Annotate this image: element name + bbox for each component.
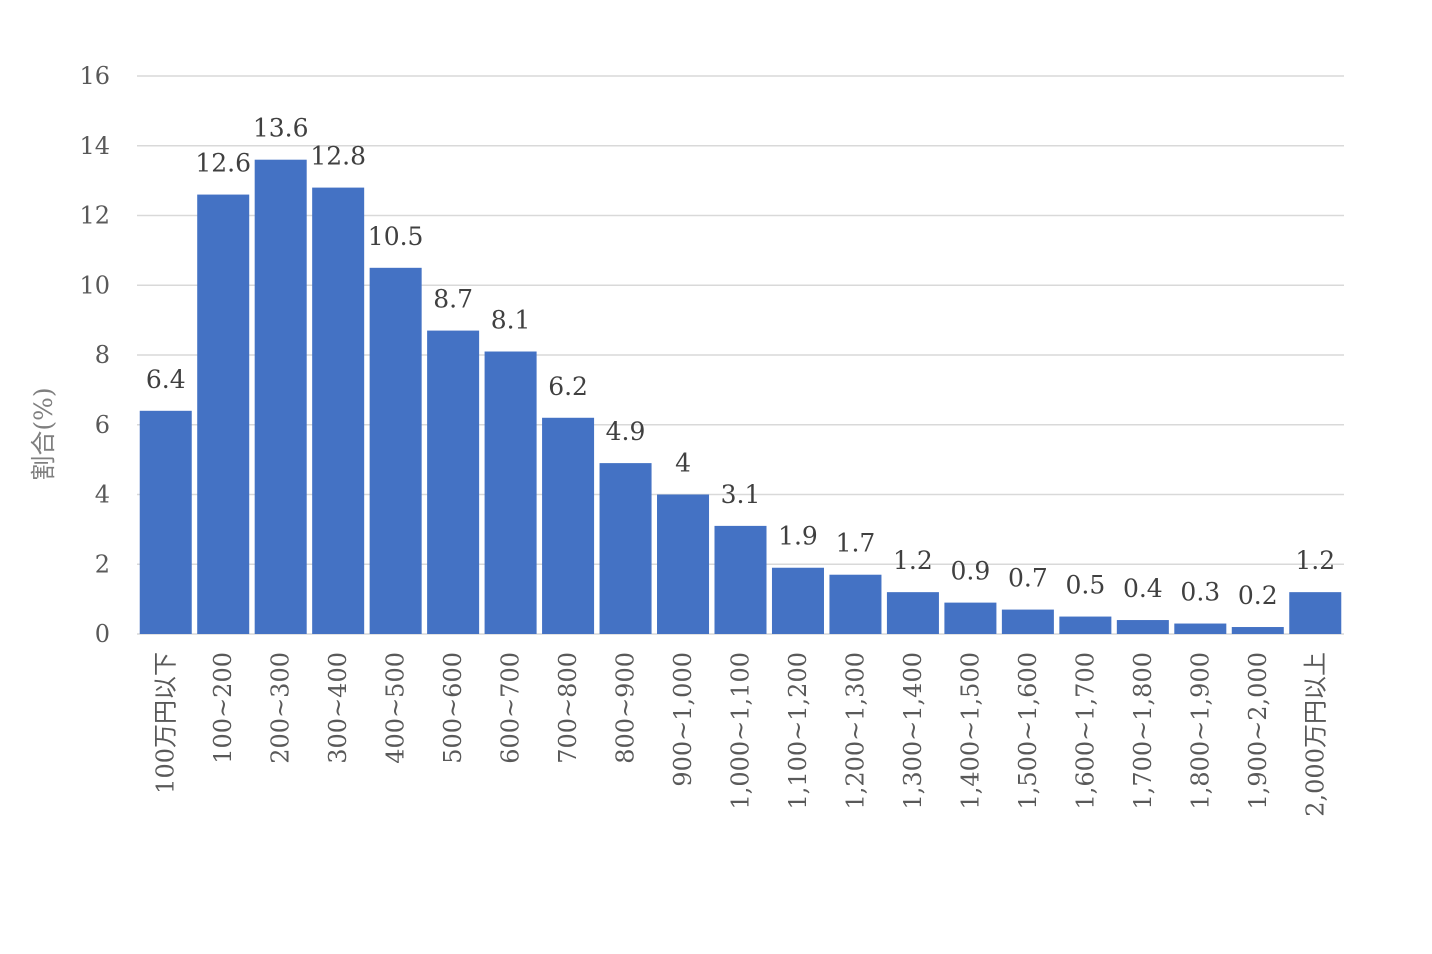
x-tick-label: 1,100~1,200	[784, 652, 812, 810]
bar	[427, 330, 480, 634]
x-tick-label: 1,300~1,400	[899, 652, 927, 810]
data-label: 0.7	[1008, 564, 1048, 593]
data-label: 13.6	[253, 114, 309, 143]
x-tick-label: 1,600~1,700	[1071, 652, 1099, 810]
bar	[829, 574, 882, 634]
x-tick-label: 800~900	[612, 652, 640, 764]
x-tick-label: 400~500	[382, 652, 410, 764]
bar	[1116, 620, 1169, 634]
x-tick-label: 1,000~1,100	[727, 652, 755, 810]
data-label: 1.7	[836, 529, 876, 558]
y-axis-label: 割合(%)	[29, 387, 58, 480]
data-label: 8.1	[491, 306, 531, 335]
data-label: 0.9	[951, 557, 991, 586]
data-label: 4.9	[606, 417, 646, 446]
x-tick-label: 100万円以下	[152, 652, 180, 794]
bar	[1059, 616, 1112, 634]
data-label: 8.7	[433, 285, 473, 314]
bar	[599, 463, 652, 634]
data-label: 0.4	[1123, 574, 1163, 603]
x-tick-label: 1,900~2,000	[1244, 652, 1272, 810]
x-tick-label: 900~1,000	[669, 652, 697, 787]
y-tick-label: 12	[79, 202, 110, 230]
x-tick-label: 1,500~1,600	[1014, 652, 1042, 810]
data-label: 12.8	[310, 142, 366, 171]
bar	[369, 267, 422, 634]
bar	[542, 417, 595, 634]
data-label: 0.2	[1238, 581, 1278, 610]
y-tick-label: 14	[79, 132, 110, 160]
data-label: 3.1	[721, 480, 761, 509]
x-tick-label: 1,800~1,900	[1186, 652, 1214, 810]
bar	[139, 410, 192, 634]
bar	[312, 187, 365, 634]
bar	[484, 351, 537, 634]
x-tick-label: 1,400~1,500	[956, 652, 984, 810]
data-label: 0.3	[1180, 578, 1220, 607]
data-label: 12.6	[195, 149, 251, 178]
data-label: 6.4	[146, 365, 186, 394]
y-tick-label: 4	[95, 481, 110, 509]
bar	[1001, 609, 1054, 634]
bar	[714, 525, 767, 634]
y-tick-label: 6	[95, 411, 110, 439]
x-tick-label: 1,200~1,300	[841, 652, 869, 810]
x-axis-ticks: 100万円以下 100~200 200~300 300~400 400~500 500~6…	[152, 652, 1330, 817]
data-label: 1.9	[778, 522, 818, 551]
bar	[944, 602, 997, 634]
bar	[771, 567, 824, 634]
data-labels: 6.4 12.613.612.8 10.5 8.7 8.1 6.2 4.9 4 3.1 1.9 1.…	[146, 114, 1335, 610]
data-label: 0.5	[1065, 571, 1105, 600]
data-label: 6.2	[548, 372, 588, 401]
bar	[1289, 592, 1342, 634]
data-label: 1.2	[1295, 546, 1335, 575]
bar	[1174, 623, 1227, 634]
y-tick-label: 2	[95, 550, 110, 578]
x-tick-label: 2,000万円以上	[1301, 652, 1329, 817]
x-tick-label: 100~200	[209, 652, 237, 764]
bar	[657, 494, 710, 634]
y-tick-label: 16	[79, 62, 110, 90]
x-tick-label: 1,700~1,800	[1129, 652, 1157, 810]
bar	[1231, 627, 1284, 634]
y-tick-label: 10	[79, 271, 110, 299]
data-label: 10.5	[368, 222, 424, 251]
x-tick-label: 200~300	[267, 652, 295, 764]
bar	[886, 592, 939, 634]
y-tick-label: 0	[95, 620, 110, 648]
y-axis-ticks: 0 2 4 6 8 10 12 14 16	[79, 62, 110, 648]
data-label: 4	[675, 449, 691, 478]
x-tick-label: 300~400	[324, 652, 352, 764]
bar	[197, 194, 250, 634]
data-label: 1.2	[893, 546, 933, 575]
x-tick-label: 700~800	[554, 652, 582, 764]
bars	[139, 159, 1342, 634]
bar	[254, 159, 307, 634]
y-tick-label: 8	[95, 341, 110, 369]
x-tick-label: 600~700	[497, 652, 525, 764]
x-tick-label: 500~600	[439, 652, 467, 764]
